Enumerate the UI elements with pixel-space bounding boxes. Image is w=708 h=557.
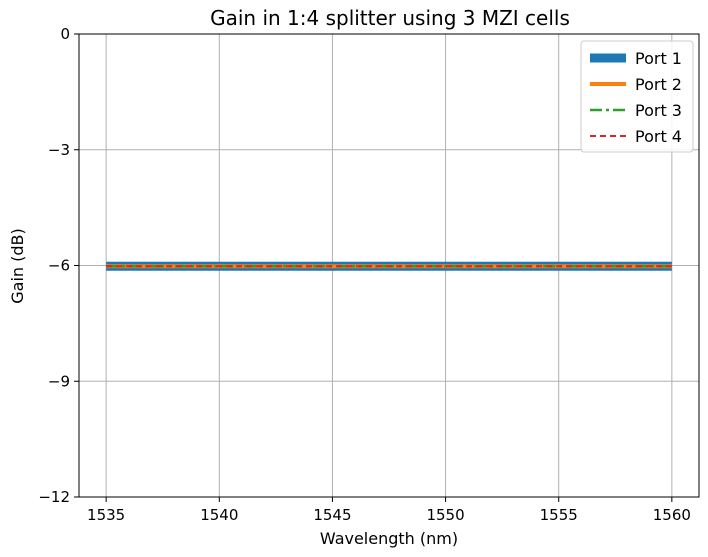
legend-box <box>580 40 694 153</box>
x-tick-label: 1560 <box>653 506 691 524</box>
y-tick-label: −12 <box>38 488 70 506</box>
x-axis-label: Wavelength (nm) <box>320 529 458 548</box>
y-axis-ticks: 0 −3 −6 −9 −12 <box>38 25 79 506</box>
y-tick-label: 0 <box>60 25 70 43</box>
x-tick-label: 1535 <box>87 506 125 524</box>
y-tick-label: −3 <box>48 141 70 159</box>
legend-label: Port 3 <box>635 101 682 120</box>
x-tick-label: 1555 <box>540 506 578 524</box>
legend: Port 1 Port 2 Port 3 Port 4 <box>580 40 694 153</box>
x-tick-label: 1550 <box>426 506 464 524</box>
y-tick-label: −6 <box>48 257 70 275</box>
legend-label: Port 1 <box>635 49 682 68</box>
legend-label: Port 2 <box>635 75 682 94</box>
y-axis-label: Gain (dB) <box>8 228 27 304</box>
x-tick-label: 1545 <box>313 506 351 524</box>
chart-title: Gain in 1:4 splitter using 3 MZI cells <box>210 6 570 30</box>
x-tick-label: 1540 <box>200 506 238 524</box>
y-tick-label: −9 <box>48 372 70 390</box>
legend-label: Port 4 <box>635 127 682 146</box>
x-axis-ticks: 1535 1540 1545 1550 1555 1560 <box>87 497 691 524</box>
